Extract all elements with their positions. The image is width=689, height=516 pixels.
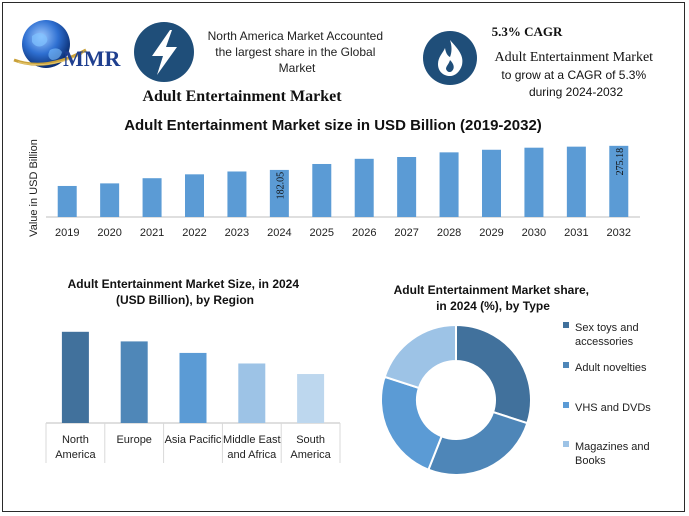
infographic-frame bbox=[2, 2, 685, 512]
chart1-bar-2024 bbox=[269, 169, 289, 217]
donut-slice-adult-novelties bbox=[427, 410, 529, 476]
chart2-bar-north-america bbox=[61, 331, 89, 423]
legend-swatch bbox=[563, 362, 569, 368]
chart2-tick-label: America bbox=[55, 449, 96, 461]
chart1-tick-label: 2026 bbox=[352, 227, 376, 239]
chart1-tick-label: 2028 bbox=[437, 227, 461, 239]
chart3-title-line: in 2024 (%), by Type bbox=[436, 299, 550, 313]
chart2-tick-label: America bbox=[290, 449, 331, 461]
donut-slice-sex-toys-and-accessories bbox=[455, 323, 532, 425]
chart2-tick-label: Middle East bbox=[223, 434, 280, 446]
cagr-text-line: during 2024-2032 bbox=[529, 85, 623, 99]
flame-badge bbox=[423, 31, 477, 85]
header: MMR North America Market Accounted the l… bbox=[13, 20, 657, 105]
chart2-bars bbox=[61, 331, 325, 423]
chart2-title-line: Adult Entertainment Market Size, in 2024 bbox=[68, 277, 300, 291]
region-chart: Adult Entertainment Market Size, in 2024… bbox=[45, 277, 341, 463]
legend-label: Sex toys and bbox=[575, 322, 639, 334]
chart1-tick-label: 2019 bbox=[55, 227, 79, 239]
chart1-tick-labels: 2019 2020 2021 2022 2023 2024 2025 2026 2027 2028… bbox=[55, 227, 631, 239]
donut-slices bbox=[380, 323, 532, 476]
chart1-title: Adult Entertainment Market size in USD B… bbox=[124, 117, 542, 134]
donut-legend: Sex toys and accessories Adult novelties VH… bbox=[563, 322, 651, 467]
cagr-title: 5.3% CAGR bbox=[492, 24, 563, 39]
cagr-text-line: to grow at a CAGR of 5.3% bbox=[501, 68, 646, 82]
report-title: Adult Entertainment Market bbox=[142, 88, 342, 105]
chart1-tick-label: 2029 bbox=[479, 227, 503, 239]
chart1-data-label: 182.05 bbox=[275, 172, 286, 200]
chart2-title: Adult Entertainment Market Size, in 2024… bbox=[68, 277, 303, 307]
legend-label: accessories bbox=[575, 336, 634, 348]
chart2-tick-labels: North America Europe Asia Pacific Middle Eas… bbox=[55, 434, 331, 461]
info-text-line: the largest share in the Global bbox=[215, 45, 375, 59]
chart1-tick-label: 2030 bbox=[522, 227, 546, 239]
info-text: North America Market Accounted the large… bbox=[208, 29, 387, 75]
chart1-bar-2022 bbox=[185, 174, 204, 217]
chart1-tick-label: 2027 bbox=[394, 227, 418, 239]
type-donut-chart: Adult Entertainment Market share, in 202… bbox=[380, 283, 651, 476]
logo: MMR bbox=[13, 20, 122, 71]
chart2-bar-asia-pacific bbox=[179, 352, 207, 423]
donut-slice-magazines-and-books bbox=[383, 323, 457, 390]
chart1-bar-2020 bbox=[100, 183, 120, 217]
chart1-tick-label: 2032 bbox=[607, 227, 631, 239]
legend-label: Magazines and bbox=[575, 441, 650, 453]
chart2-tick-label: South bbox=[296, 434, 325, 446]
chart1-bar-2019 bbox=[57, 185, 77, 217]
chart1-tick-label: 2025 bbox=[310, 227, 334, 239]
chart1-bar-2023 bbox=[227, 171, 247, 217]
legend-swatch bbox=[563, 322, 569, 328]
legend-swatch bbox=[563, 402, 569, 408]
chart2-bar-middle-east-and-africa bbox=[238, 363, 266, 423]
chart1-bar-2025 bbox=[312, 163, 332, 217]
legend-swatch bbox=[563, 441, 569, 447]
chart2-bar-europe bbox=[120, 341, 148, 423]
info-text-line: North America Market Accounted bbox=[208, 29, 383, 43]
chart1-bars: 182.05 275.18 bbox=[57, 145, 629, 217]
chart1-y-axis-label: Value in USD Billion bbox=[28, 139, 40, 237]
chart1-bar-2028 bbox=[439, 152, 459, 217]
chart2-tick-label: and Africa bbox=[227, 449, 277, 461]
chart1-tick-label: 2021 bbox=[140, 227, 164, 239]
info-text-line: Market bbox=[279, 61, 316, 75]
market-size-chart: Adult Entertainment Market size in USD B… bbox=[28, 117, 640, 239]
chart3-title: Adult Entertainment Market share, in 202… bbox=[394, 283, 593, 313]
chart1-tick-label: 2024 bbox=[267, 227, 291, 239]
chart2-tick-label: Asia Pacific bbox=[165, 434, 222, 446]
chart1-bar-2021 bbox=[142, 178, 162, 217]
chart1-bar-2029 bbox=[482, 149, 501, 217]
chart1-tick-label: 2022 bbox=[182, 227, 206, 239]
chart1-bar-2031 bbox=[566, 146, 586, 217]
cagr-text: Adult Entertainment Market to grow at a … bbox=[494, 48, 657, 99]
legend-label: Adult novelties bbox=[575, 362, 647, 374]
chart1-tick-label: 2031 bbox=[564, 227, 588, 239]
chart1-bar-2027 bbox=[397, 157, 417, 217]
donut-slice-vhs-and-dvds bbox=[380, 375, 443, 472]
chart1-bar-2026 bbox=[354, 158, 374, 217]
flame-icon bbox=[438, 40, 463, 76]
lightning-icon bbox=[152, 30, 177, 75]
lightning-badge bbox=[134, 22, 194, 82]
chart2-tick-label: North bbox=[62, 434, 89, 446]
chart1-data-label: 275.18 bbox=[615, 148, 626, 176]
legend-label: VHS and DVDs bbox=[575, 402, 651, 414]
chart2-tick-label: Europe bbox=[116, 434, 151, 446]
chart2-title-line: (USD Billion), by Region bbox=[116, 293, 254, 307]
chart1-bar-2030 bbox=[524, 147, 544, 217]
chart2-bar-south-america bbox=[297, 374, 325, 423]
chart1-bar-2032 bbox=[609, 145, 629, 217]
chart1-tick-label: 2020 bbox=[97, 227, 121, 239]
chart3-title-line: Adult Entertainment Market share, bbox=[394, 283, 589, 297]
cagr-text-line: Adult Entertainment Market bbox=[494, 50, 653, 65]
legend-label: Books bbox=[575, 455, 606, 467]
globe-logo-icon bbox=[13, 20, 87, 68]
chart1-tick-label: 2023 bbox=[225, 227, 249, 239]
logo-text: MMR bbox=[63, 46, 122, 71]
